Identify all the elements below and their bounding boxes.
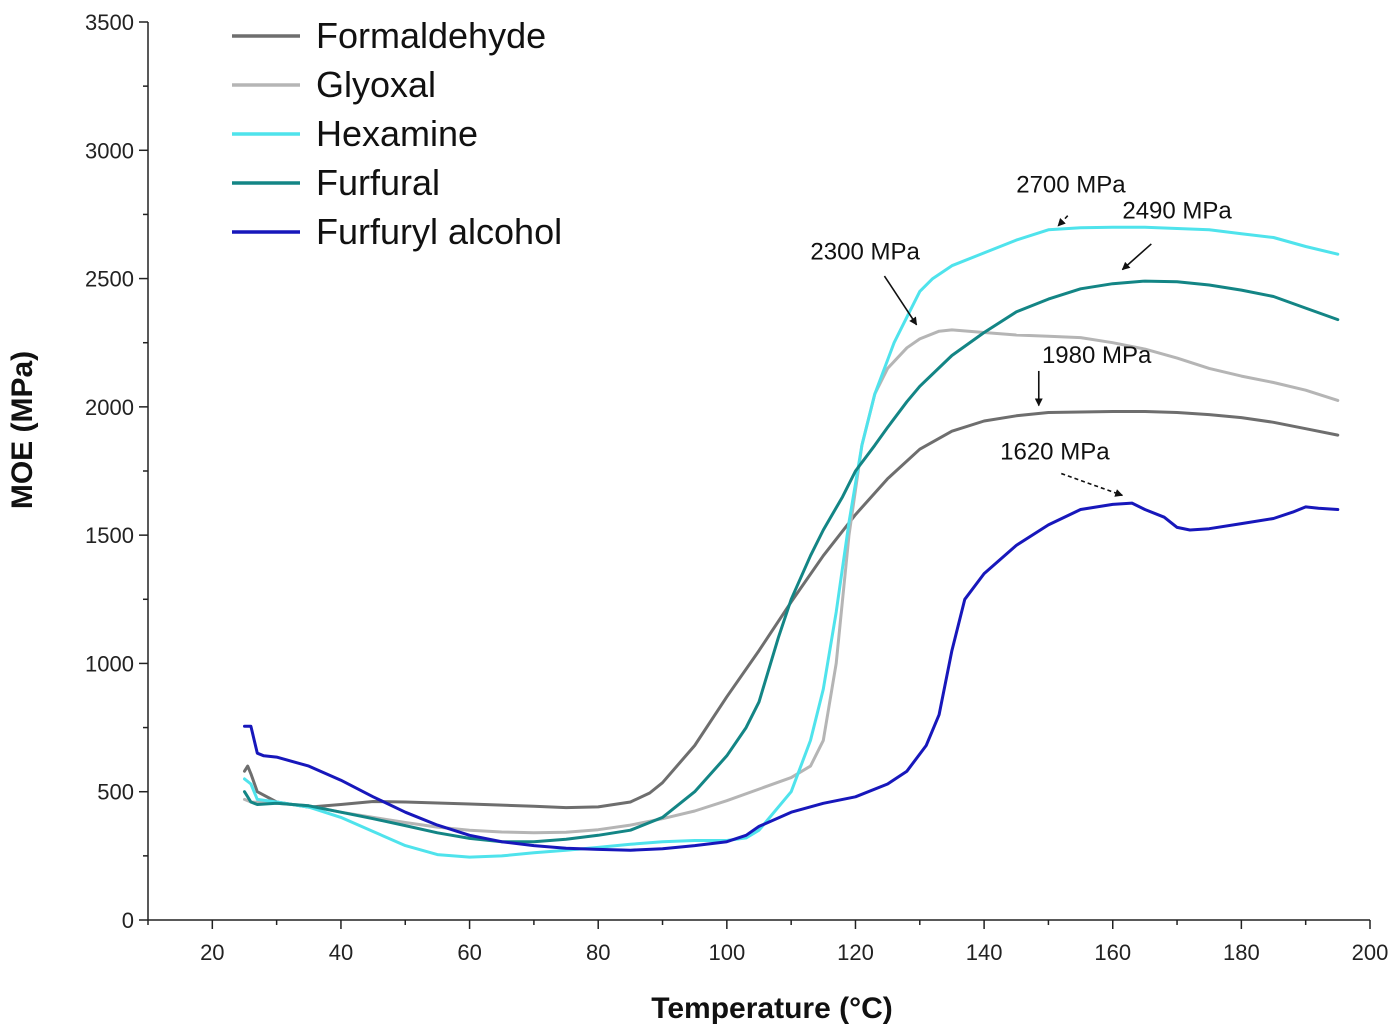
y-tick-label: 2500 — [85, 267, 134, 292]
y-tick-label: 500 — [97, 780, 134, 805]
y-tick-label: 3500 — [85, 10, 134, 35]
series-line-hexamine — [243, 225, 1340, 859]
x-tick-label: 40 — [329, 940, 353, 965]
x-tick-label: 140 — [966, 940, 1003, 965]
y-tick-label: 3000 — [85, 138, 134, 163]
x-tick-label: 100 — [708, 940, 745, 965]
series-line-formaldehyde — [243, 410, 1340, 810]
x-tick-label: 20 — [200, 940, 224, 965]
y-axis-title: MOE (MPa) — [6, 351, 39, 509]
annotation-label: 1620 MPa — [1000, 438, 1110, 465]
y-tick-label: 1000 — [85, 651, 134, 676]
y-tick-label: 1500 — [85, 523, 134, 548]
annotation-label: 2300 MPa — [810, 238, 920, 265]
x-tick-label: 60 — [457, 940, 481, 965]
series-line-furfural — [243, 279, 1340, 844]
x-tick-label: 200 — [1352, 940, 1389, 965]
legend: Formaldehyde Glyoxal Hexamine Furfural Furfu… — [232, 15, 562, 252]
annotation-label: 2490 MPa — [1122, 197, 1232, 224]
legend-label: Furfural — [316, 162, 440, 203]
legend-label: Hexamine — [316, 113, 478, 154]
annotation-arrow — [1121, 243, 1152, 271]
series-line-furfuryl-alcohol — [243, 501, 1340, 852]
annotation-label: 1980 MPa — [1042, 342, 1152, 369]
annotation-arrow — [1057, 215, 1069, 227]
annotation-arrow — [1061, 472, 1124, 497]
legend-label: Glyoxal — [316, 64, 436, 105]
y-tick-label: 0 — [122, 908, 134, 933]
x-axis-title: Temperature (°C) — [651, 992, 892, 1025]
axes: 20 40 60 80 100 120 140 160 180 20005001000150020… — [85, 10, 1388, 965]
x-tick-label: 160 — [1094, 940, 1131, 965]
legend-label: Furfuryl alcohol — [316, 211, 562, 252]
y-tick-label: 2000 — [85, 395, 134, 420]
series-lines — [243, 225, 1340, 859]
x-tick-label: 120 — [837, 940, 874, 965]
series-line-glyoxal — [243, 328, 1340, 835]
annotation-arrow — [883, 275, 918, 326]
x-tick-label: 80 — [586, 940, 610, 965]
x-tick-label: 180 — [1223, 940, 1260, 965]
legend-label: Formaldehyde — [316, 15, 546, 56]
annotation-label: 2700 MPa — [1016, 172, 1126, 199]
